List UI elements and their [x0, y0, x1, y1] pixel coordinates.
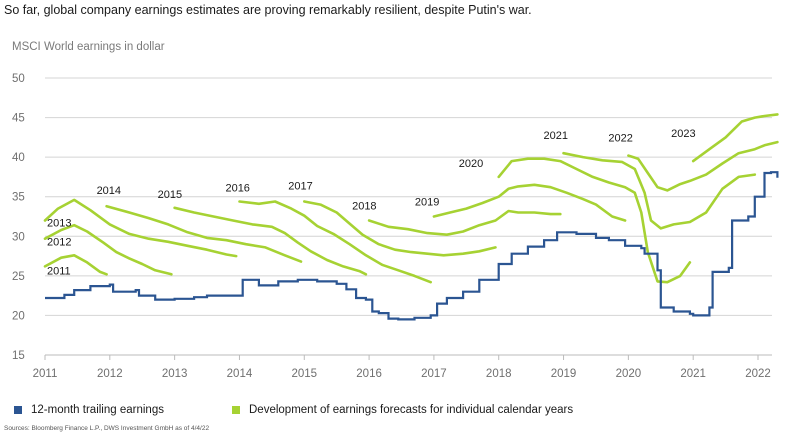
x-tick-label: 2022 — [745, 368, 771, 380]
trailing-earnings-line — [45, 171, 779, 321]
y-tick-label: 40 — [12, 152, 25, 164]
legend-item-forecast: Development of earnings forecasts for in… — [232, 404, 573, 416]
forecast-year-label-2013: 2013 — [47, 217, 71, 229]
forecast-line-2021 — [562, 151, 757, 230]
forecast-year-label-2014: 2014 — [97, 185, 121, 197]
x-tick-label: 2012 — [97, 368, 123, 380]
forecast-line-2017 — [303, 200, 497, 257]
forecast-year-labels: 2011 2012 2013 2014 2015 2016 2017 2018 2019 2020… — [47, 128, 696, 277]
forecast-year-label-2011: 2011 — [47, 265, 71, 277]
forecast-year-label-2020: 2020 — [459, 158, 483, 170]
forecast-year-label-2015: 2015 — [158, 189, 182, 201]
y-tick-label: 30 — [12, 231, 25, 243]
forecast-line-2023 — [691, 113, 779, 163]
y-tick-label: 25 — [12, 271, 25, 283]
y-tick-label: 15 — [12, 350, 25, 362]
forecast-line-2015 — [173, 206, 368, 276]
legend-label-forecast: Development of earnings forecasts for in… — [249, 404, 574, 416]
x-tick-labels: 2011 2012 2013 2014 2015 2016 2017 2018 2019 2020… — [33, 368, 771, 380]
x-tick-label: 2014 — [227, 368, 253, 380]
forecast-line-2014 — [105, 204, 303, 263]
forecast-year-label-2012: 2012 — [47, 237, 71, 249]
forecast-line-2018 — [367, 209, 562, 236]
chart-headline: So far, global company earnings estimate… — [4, 3, 532, 17]
forecast-line-2011 — [43, 254, 108, 276]
forecast-year-label-2016: 2016 — [225, 182, 249, 194]
x-tick-label: 2019 — [551, 368, 577, 380]
legend-label-trailing: 12-month trailing earnings — [31, 404, 164, 416]
forecast-line-2012 — [43, 223, 173, 276]
x-tick-label: 2011 — [33, 368, 58, 380]
forecast-year-label-2023: 2023 — [671, 128, 695, 140]
forecast-line-2016 — [238, 200, 432, 284]
x-tick-label: 2016 — [356, 368, 382, 380]
x-tick-label: 2021 — [680, 368, 706, 380]
forecast-year-label-2018: 2018 — [352, 200, 376, 212]
x-tick-label: 2020 — [616, 368, 642, 380]
forecast-line-2020 — [497, 157, 692, 284]
forecast-line-2013 — [43, 198, 238, 258]
y-axis-title: MSCI World earnings in dollar — [12, 41, 165, 53]
grid-lines — [44, 77, 772, 360]
y-tick-label: 45 — [12, 113, 25, 125]
y-tick-label: 35 — [12, 192, 25, 204]
source-note: Sources: Bloomberg Finance L.P., DWS Inv… — [4, 425, 210, 432]
x-tick-label: 2013 — [162, 368, 188, 380]
x-tick-label: 2017 — [421, 368, 447, 380]
legend-item-trailing: 12-month trailing earnings — [14, 404, 164, 416]
forecast-year-label-2019: 2019 — [415, 197, 439, 209]
y-tick-labels: 15 20 25 30 35 40 45 50 — [12, 73, 25, 362]
series-lines — [43, 113, 779, 321]
forecast-year-label-2022: 2022 — [608, 133, 632, 145]
forecast-year-label-2021: 2021 — [544, 130, 568, 142]
forecast-line-2019 — [432, 183, 627, 222]
x-tick-label: 2018 — [486, 368, 512, 380]
legend-swatch-trailing — [14, 406, 22, 414]
forecast-line-2022 — [627, 140, 779, 192]
x-tick-label: 2015 — [291, 368, 317, 380]
y-tick-label: 50 — [12, 73, 25, 85]
y-tick-label: 20 — [12, 310, 25, 322]
legend-swatch-forecast — [232, 406, 240, 414]
forecast-year-label-2017: 2017 — [288, 180, 312, 192]
